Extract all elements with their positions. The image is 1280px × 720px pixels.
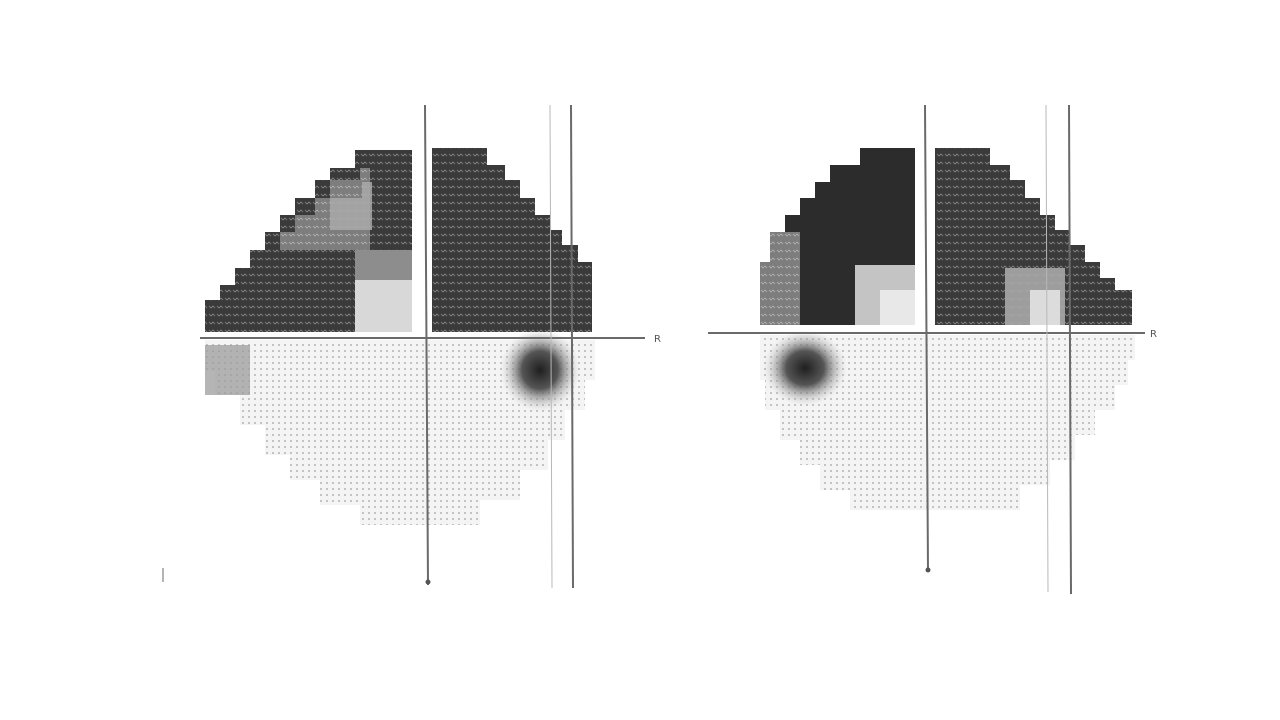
right-paracentral-scotoma xyxy=(763,330,847,406)
left-central-mid-patch xyxy=(355,250,412,280)
right-vertical-guide-2 xyxy=(1068,104,1072,595)
left-vertical-guide-2 xyxy=(570,104,574,589)
right-superior-temporal-mid xyxy=(760,232,800,325)
right-eye-field: R xyxy=(708,104,1157,595)
left-inferior-hemifield xyxy=(205,340,595,525)
left-central-light-patch xyxy=(355,270,412,332)
left-superior-nasal-dark xyxy=(432,148,592,332)
right-axis-end-dot xyxy=(925,567,931,573)
right-superior-nasal-dark xyxy=(935,148,1132,325)
left-superior-temporal-light xyxy=(300,182,372,230)
right-vertical-guide-1 xyxy=(1045,104,1049,593)
right-central-bright xyxy=(880,290,915,325)
left-paracentral-scotoma xyxy=(500,328,580,412)
right-axis-letter: R xyxy=(1150,329,1157,340)
right-superior-nasal-bright xyxy=(1030,290,1060,325)
left-vertical-axis xyxy=(424,104,429,586)
left-vertical-guide-1 xyxy=(549,104,553,589)
right-inferior-hemifield xyxy=(760,335,1135,510)
left-axis-end-dot xyxy=(425,579,431,585)
left-eye-field: R xyxy=(200,104,661,589)
left-inferior-grey-patch xyxy=(205,345,250,395)
right-vertical-axis xyxy=(924,104,929,573)
left-axis-letter: R xyxy=(654,334,661,345)
